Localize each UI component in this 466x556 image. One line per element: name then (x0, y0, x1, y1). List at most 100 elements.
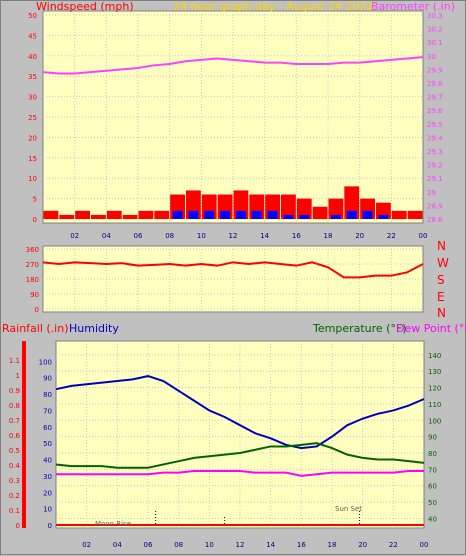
windspeed-bar (391, 210, 407, 219)
barometer-y-tick: 29.6 (427, 107, 443, 115)
barometer-y-tick: 29 (427, 189, 436, 197)
temperature-x-tick: 16 (297, 541, 306, 549)
barometer-line (42, 56, 424, 75)
temperature-y-tick: 70 (428, 466, 437, 474)
wind-direction-line (42, 261, 424, 279)
rainfall-y-tick: 0.1 (9, 507, 20, 515)
humidity-y-tick: 60 (43, 424, 52, 432)
humidity-y-tick: 30 (43, 473, 52, 481)
direction-y-axis: 0 90 180 270 360 (26, 246, 39, 314)
gust-bar (331, 214, 341, 219)
wind-x-tick: 16 (292, 232, 301, 240)
temperature-y-tick: 40 (428, 515, 437, 523)
gust-bar (299, 214, 310, 219)
windspeed-bar (75, 210, 90, 219)
rainfall-scale-bar (22, 341, 26, 528)
windspeed-bar (106, 210, 122, 219)
rainfall-y-tick: 1 (16, 372, 20, 380)
wind-x-tick: 02 (70, 232, 79, 240)
gust-bar (220, 210, 230, 219)
windspeed-bar (154, 210, 170, 219)
temperature-label: Temperature (°F) (312, 322, 407, 335)
humidity-y-tick: 10 (43, 506, 52, 514)
compass-labels: N W S E N (437, 239, 449, 320)
temperature-y-tick: 80 (428, 450, 437, 458)
rainfall-y-tick: 0.5 (9, 447, 20, 455)
barometer-y-tick: 29.7 (427, 94, 443, 102)
wind-x-tick: 08 (165, 232, 174, 240)
temperature-x-tick: 00 (420, 541, 429, 549)
temperature-y-axis: 40 50 60 70 80 90 100 110 120 130 140 (428, 352, 441, 524)
temperature-x-tick: 22 (389, 541, 398, 549)
rainfall-y-tick: 1.1 (9, 357, 20, 365)
temperature-x-tick: 04 (113, 541, 122, 549)
humidity-label: Humidity (69, 322, 119, 335)
temperature-x-tick: 02 (82, 541, 91, 549)
rainfall-label: Rainfall (.in) (2, 322, 69, 335)
wind-y-tick: 5 (33, 196, 37, 204)
series-humidity (55, 375, 425, 450)
temperature-y-tick: 120 (428, 385, 441, 393)
compass-w: W (437, 256, 449, 270)
temperature-y-tick: 90 (428, 434, 437, 442)
gust-bar (362, 210, 373, 219)
windspeed-bar (138, 210, 154, 219)
windspeed-bar (296, 198, 312, 219)
humidity-y-axis: 0 10 20 30 40 50 60 70 80 90 100 (39, 358, 52, 530)
rainfall-y-tick: 0.8 (9, 402, 20, 410)
direction-y-tick: 270 (26, 261, 39, 269)
direction-y-tick: 0 (35, 306, 39, 314)
barometer-y-axis: 28.8 28.9 29 29.1 29.2 29.3 29.4 29.5 29.6 29.7 29… (427, 12, 443, 224)
gust-bar (346, 210, 357, 219)
wind-y-axis: 0 5 10 15 20 25 30 35 40 45 50 (28, 12, 37, 224)
gust-bars (172, 210, 389, 219)
wind-x-tick: 06 (134, 232, 143, 240)
compass-n-top: N (437, 239, 446, 253)
temperature-grid (56, 341, 424, 528)
wind-y-tick: 20 (28, 134, 37, 142)
windspeed-label: Windspeed (mph) (36, 1, 134, 13)
temperature-y-tick: 50 (428, 499, 437, 507)
wind-grid (43, 11, 423, 223)
wind-x-tick: 22 (387, 232, 396, 240)
wind-x-tick: 18 (324, 232, 333, 240)
barometer-y-tick: 29.3 (427, 148, 443, 156)
rainfall-y-tick: 0.9 (9, 387, 20, 395)
compass-s: S (437, 273, 445, 287)
dewpoint-label: Dew Point (°F) (396, 322, 466, 335)
temperature-y-tick: 110 (428, 401, 441, 409)
barometer-y-tick: 29.1 (427, 175, 443, 183)
wind-x-tick: 10 (197, 232, 206, 240)
gust-bar (283, 214, 294, 219)
barometer-label: Barometer (.in) (371, 1, 455, 13)
windspeed-bar (281, 194, 296, 219)
humidity-y-tick: 100 (39, 358, 52, 366)
rainfall-y-tick: 0.3 (9, 477, 20, 485)
wind-x-tick: 14 (260, 232, 269, 240)
gust-bar (251, 210, 262, 219)
series-dew-point (56, 470, 424, 477)
gust-bar (236, 210, 246, 219)
rainfall-y-tick: 0 (16, 522, 20, 530)
wind-y-tick: 50 (28, 12, 37, 20)
humidity-y-tick: 80 (43, 391, 52, 399)
barometer-y-tick: 28.9 (427, 202, 443, 210)
moon-rise-label: Moon Rise (95, 520, 131, 528)
windspeed-bar (59, 214, 75, 219)
temperature-x-tick: 10 (205, 541, 214, 549)
windspeed-bar (91, 214, 106, 219)
temperature-x-tick: 18 (328, 541, 337, 549)
humidity-y-tick: 20 (43, 489, 52, 497)
wind-y-tick: 45 (28, 32, 37, 40)
wind-y-tick: 0 (33, 216, 37, 224)
barometer-y-tick: 30.3 (427, 12, 443, 20)
direction-y-tick: 90 (30, 291, 39, 299)
series-temperature (55, 442, 425, 469)
humidity-y-tick: 90 (43, 375, 52, 383)
temperature-y-tick: 60 (428, 483, 437, 491)
rainfall-y-tick: 0.2 (9, 492, 20, 500)
rainfall-y-tick: 0.7 (9, 417, 20, 425)
gust-bar (188, 210, 199, 219)
